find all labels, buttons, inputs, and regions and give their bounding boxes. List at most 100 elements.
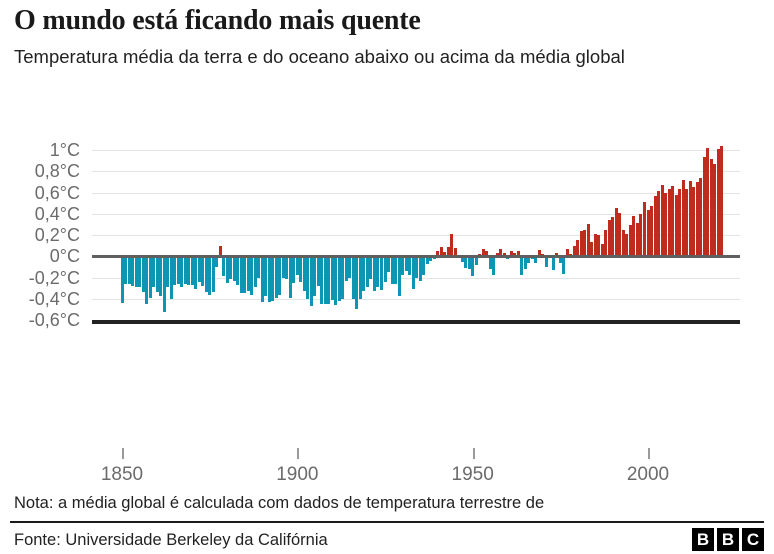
page-title: O mundo está ficando mais quente	[14, 5, 421, 36]
chart-bar	[688, 180, 692, 257]
chart-bar	[190, 256, 194, 285]
chart-bar	[467, 256, 471, 269]
chart-bar	[309, 256, 313, 307]
chart-bar	[699, 177, 703, 257]
chart-bar	[650, 206, 653, 257]
chart-bar	[709, 158, 713, 257]
chart-bar	[337, 256, 341, 301]
chart-bar	[678, 189, 682, 257]
chart-bar	[639, 213, 643, 257]
chart-bar	[671, 186, 675, 257]
chart-bar	[471, 256, 475, 277]
chart-bar	[604, 229, 608, 257]
bbc-logo-letter: B	[692, 528, 714, 551]
chart-bar	[390, 256, 394, 284]
chart-bar	[537, 249, 541, 257]
chart-bar	[502, 253, 506, 257]
chart-bar	[681, 179, 685, 257]
chart-bar	[397, 256, 401, 296]
x-axis-tick-mark	[648, 448, 650, 459]
chart-bar	[124, 256, 127, 284]
chart-bar	[138, 256, 142, 288]
chart-bar	[642, 202, 646, 257]
chart-bar	[292, 256, 296, 283]
chart-bar	[197, 256, 201, 282]
chart-bar	[295, 256, 299, 276]
chart-bar	[201, 256, 205, 286]
chart-bar	[180, 256, 184, 288]
chart-bar	[218, 245, 222, 257]
chart-bar	[499, 248, 503, 257]
chart-bar	[267, 256, 271, 302]
chart-bar	[646, 209, 650, 257]
chart-bar	[436, 250, 440, 257]
chart-bar	[446, 246, 450, 257]
gridline-0-6	[92, 192, 740, 194]
chart-bar	[621, 229, 625, 257]
chart-bar	[534, 256, 538, 263]
footer-divider	[10, 521, 764, 523]
chart-bar	[131, 256, 135, 286]
bbc-logo-letter: C	[742, 528, 764, 551]
chart-bar	[299, 256, 303, 282]
x-axis-tick-mark	[297, 448, 300, 459]
chart-bar	[520, 256, 524, 276]
chart-bar	[169, 256, 173, 299]
chart-bar	[316, 256, 320, 286]
gridline-0-8	[92, 171, 740, 173]
chart-bar	[148, 256, 152, 298]
chart-bar	[365, 256, 369, 288]
chart-bar	[306, 256, 310, 299]
chart-bar	[159, 256, 163, 296]
chart-bar	[358, 256, 362, 299]
chart-bar	[264, 256, 268, 296]
chart-bar	[285, 256, 289, 279]
chart-bar	[635, 223, 639, 257]
chart-bar	[429, 256, 433, 261]
bars-layer	[0, 130, 774, 480]
chart-note: Nota: a média global é calculada com dad…	[14, 494, 545, 512]
chart-bar	[569, 254, 573, 257]
chart-bar	[611, 216, 615, 257]
gridline--0-6	[92, 320, 740, 324]
y-axis-tick-label: -0,6°C	[28, 310, 80, 330]
chart-bar	[478, 254, 482, 257]
chart-bar	[351, 256, 355, 299]
chart-bar	[215, 256, 219, 267]
y-axis-tick-label: -0,2°C	[28, 267, 80, 288]
chart-bar	[653, 195, 657, 257]
chart-bar	[404, 256, 408, 272]
chart-bar	[516, 250, 520, 257]
chart-bar	[593, 233, 597, 257]
bbc-logo-letter: B	[717, 528, 739, 551]
chart-bar	[481, 248, 485, 257]
chart-bar	[250, 256, 254, 295]
chart-bar	[278, 256, 282, 295]
chart-bar	[383, 256, 387, 282]
chart-bar	[327, 256, 331, 305]
chart-bar	[257, 256, 261, 278]
chart-bar	[127, 256, 131, 284]
chart-bar	[369, 256, 373, 279]
chart-bar	[590, 242, 594, 257]
chart-plot-area: 1°C 0,8°C 0,6°C 0,4°C 0,2°C 0°C -0,2°C -0,4°C -0…	[0, 130, 774, 485]
chart-bar	[614, 208, 618, 257]
chart-bar	[558, 256, 562, 263]
chart-bar	[555, 253, 559, 257]
chart-source: Fonte: Universidade Berkeley da Califórn…	[14, 531, 328, 549]
chart-bar	[187, 256, 191, 285]
chart-bar	[120, 256, 124, 303]
gridline-0-4	[92, 213, 740, 215]
chart-bar	[372, 256, 376, 292]
chart-bar	[162, 256, 166, 312]
chart-bar	[232, 256, 236, 281]
y-axis-tick-label: -0,4°C	[28, 288, 80, 309]
chart-bar	[323, 256, 327, 305]
chart-bar	[583, 229, 587, 257]
chart-bar	[572, 245, 576, 257]
chart-bar	[313, 256, 317, 296]
x-axis-tick-label: 1900	[276, 464, 319, 485]
chart-bar	[702, 157, 706, 257]
y-axis-tick-label: 0°C	[49, 246, 80, 267]
